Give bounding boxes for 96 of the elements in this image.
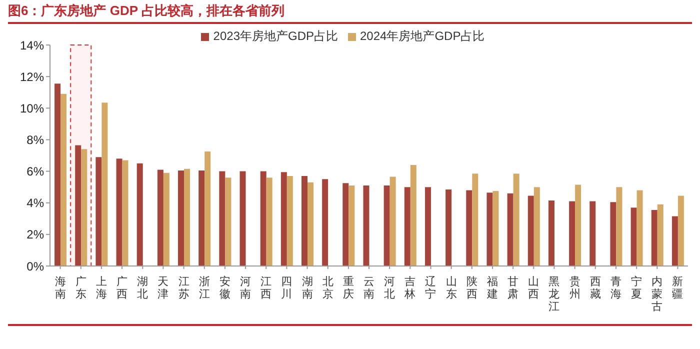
x-tick-label: 贵州: [569, 274, 580, 301]
x-tick-label: 广西: [116, 274, 128, 301]
bar: [569, 201, 576, 266]
bar: [410, 164, 416, 266]
bar: [630, 208, 637, 266]
bar: [616, 187, 622, 266]
x-tick-label: 西藏: [590, 274, 601, 301]
x-tick-label: 云南: [364, 274, 374, 301]
bar: [163, 172, 170, 266]
y-tick-label: 6%: [26, 164, 44, 179]
bar: [322, 179, 328, 266]
bar: [528, 196, 534, 266]
bar: [636, 190, 643, 266]
bar: [348, 185, 355, 266]
bar: [266, 178, 272, 266]
x-tick-label: 安徽: [219, 274, 230, 301]
bar: [301, 176, 308, 266]
x-tick-label: 黑龙江: [548, 274, 560, 314]
legend-label: 2024年房地产GDP占比: [360, 29, 485, 43]
bar: [342, 183, 349, 266]
bar: [286, 176, 293, 266]
bar: [651, 210, 658, 266]
bar: [96, 157, 102, 266]
bar: [225, 178, 232, 266]
x-tick-label: 陕西: [466, 274, 478, 301]
bar: [672, 216, 678, 266]
bar: [178, 170, 184, 266]
bar: [590, 201, 596, 266]
bar: [136, 163, 143, 266]
y-tick-label: 0%: [26, 259, 44, 274]
bar: [390, 176, 396, 266]
x-tick-label: 吉林: [404, 274, 416, 301]
bar: [548, 200, 554, 266]
bar: [534, 187, 540, 266]
bar: [446, 189, 452, 266]
bar: [472, 174, 478, 266]
bar: [363, 185, 370, 266]
bar: [157, 170, 164, 266]
bar: [198, 170, 205, 266]
legend-label: 2023年房地产GDP占比: [213, 29, 338, 43]
bar: [507, 193, 514, 266]
x-tick-label: 新疆: [672, 274, 684, 301]
bar: [424, 187, 431, 266]
x-tick-label: 重庆: [342, 274, 354, 301]
bar: [240, 171, 246, 266]
x-tick-label: 河南: [240, 274, 252, 301]
x-tick-label: 山东: [446, 274, 457, 301]
x-tick-label: 上海: [96, 274, 107, 301]
y-tick-label: 12%: [20, 70, 44, 84]
bar: [678, 196, 684, 266]
y-tick-label: 14%: [20, 38, 44, 52]
x-tick-label: 内蒙古: [652, 274, 663, 314]
bar: [575, 184, 582, 266]
x-tick-label: 湖南: [302, 274, 313, 301]
x-tick-label: 天津: [158, 274, 169, 301]
bar: [184, 168, 190, 266]
y-tick-label: 4%: [26, 196, 44, 210]
bar: [54, 84, 61, 266]
x-tick-label: 青海: [610, 274, 622, 301]
bar: [513, 174, 520, 266]
bar: [404, 187, 410, 266]
bar: [116, 158, 122, 266]
x-tick-label: 四川: [281, 274, 292, 301]
x-tick-label: 海南: [54, 274, 66, 301]
x-tick-label: 北京: [322, 274, 334, 301]
y-tick-label: 8%: [26, 132, 44, 147]
x-tick-label: 河北: [384, 274, 396, 301]
bar: [219, 171, 226, 266]
chart-title: 图6：广东房地产 GDP 占比较高，排在各省前列: [8, 2, 692, 24]
x-tick-label: 福建: [486, 274, 498, 301]
y-tick-label: 2%: [26, 228, 44, 242]
bar: [60, 94, 67, 266]
x-tick-label: 山西: [528, 274, 540, 301]
bar: [122, 160, 128, 266]
x-tick-label: 辽宁: [425, 274, 436, 301]
bar: [384, 185, 390, 266]
x-tick-label: 宁夏: [631, 274, 642, 301]
bar: [610, 202, 616, 266]
x-tick-label: 广东: [75, 274, 86, 301]
x-tick-label: 湖北: [137, 274, 148, 301]
x-tick-label: 浙江: [198, 274, 210, 301]
bar: [102, 102, 108, 266]
bar: [486, 192, 493, 266]
bar: [260, 171, 266, 266]
bar: [307, 182, 314, 266]
x-tick-label: 甘肃: [508, 274, 519, 301]
bar: [657, 204, 664, 266]
x-tick-label: 江西: [260, 274, 272, 301]
y-tick-label: 10%: [20, 101, 44, 116]
bar: [492, 191, 499, 266]
bar: [280, 172, 287, 266]
bar: [75, 145, 82, 266]
bar: [81, 149, 88, 266]
bar: [204, 152, 211, 266]
bar: [466, 190, 472, 266]
x-tick-label: 江苏: [178, 274, 190, 301]
